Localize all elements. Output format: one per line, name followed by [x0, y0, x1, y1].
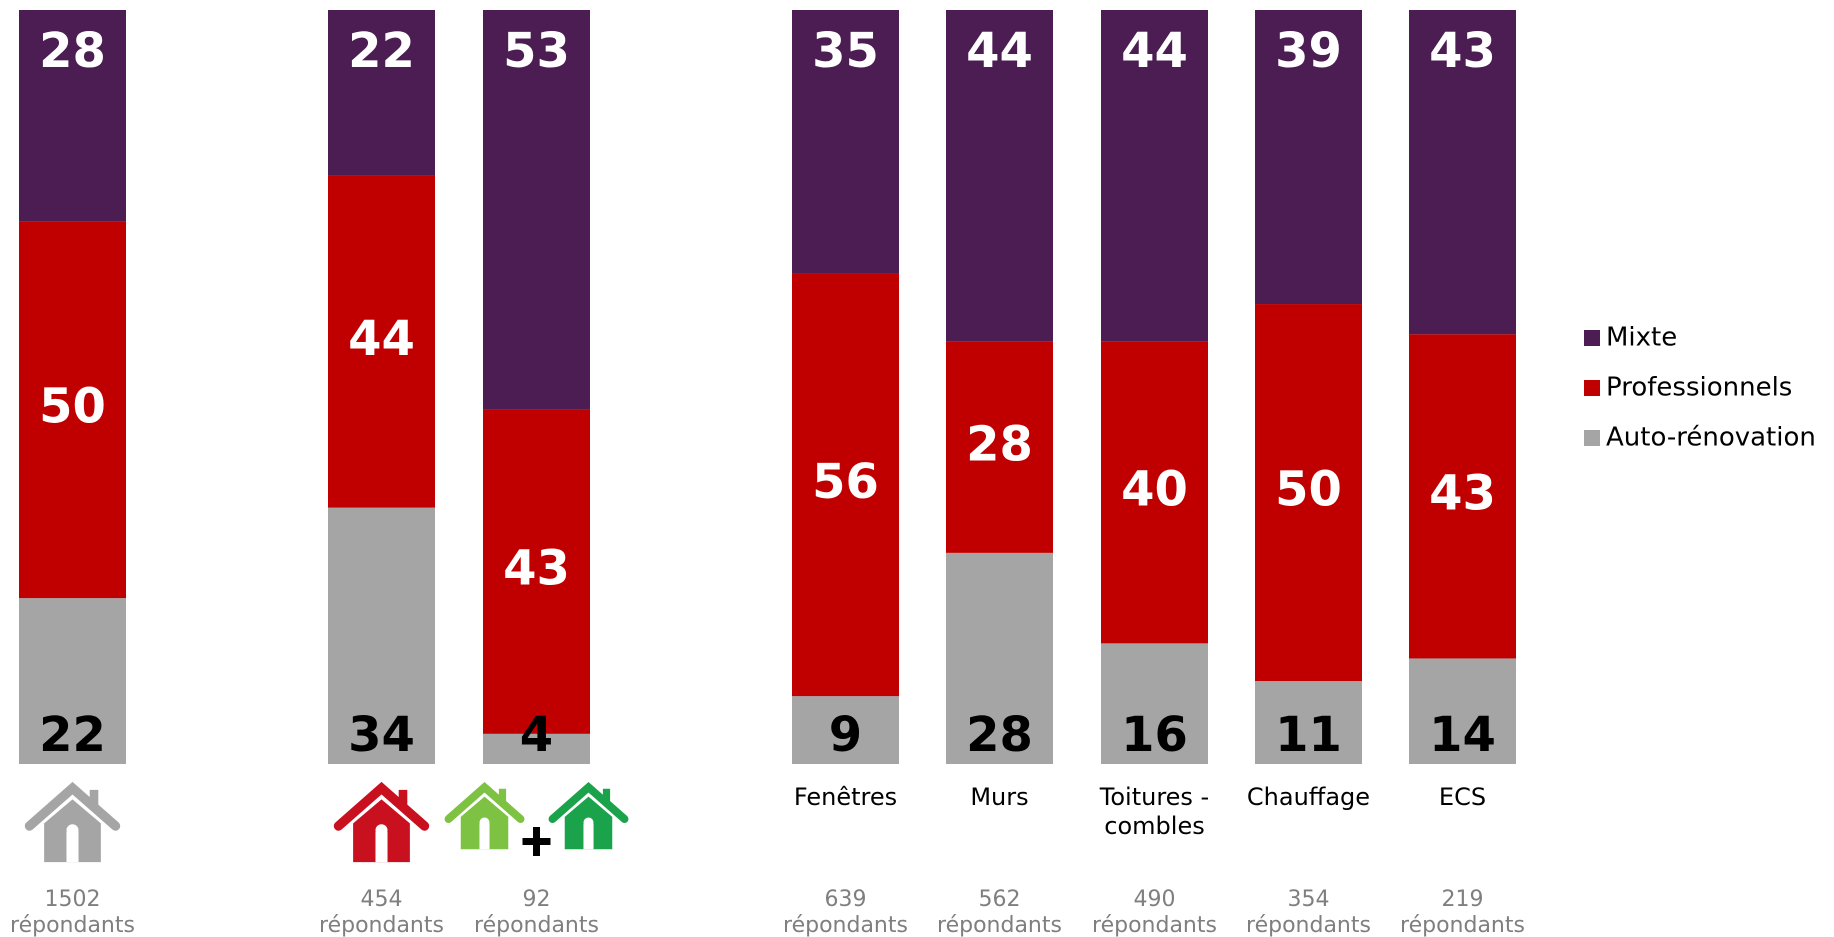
- bar-segment-professionnels-0: [19, 221, 126, 599]
- respondents-word-0: répondants: [10, 913, 135, 937]
- bar-segment-professionnels-2: [483, 409, 590, 734]
- respondents-count-0: 1502: [45, 887, 101, 912]
- category-label-4: Murs: [970, 783, 1028, 811]
- value-label-auto-renovation-7: 14: [1429, 707, 1496, 763]
- value-label-professionnels-3: 56: [812, 454, 879, 510]
- category-label-7: ECS: [1439, 783, 1486, 811]
- value-label-auto-renovation-0: 22: [39, 707, 106, 763]
- category-label-line2-5: combles: [1104, 812, 1204, 840]
- bar-segment-auto-renovation-1: [328, 507, 435, 764]
- value-labels-layer: 22 50 28 34 44 22 4 43 53 9 56 35 28 28 44 16 40 44 11 50 39…: [39, 23, 1496, 763]
- value-label-professionnels-1: 44: [348, 311, 415, 367]
- legend-label-professionnels: Professionnels: [1606, 373, 1792, 403]
- bar-segment-professionnels-5: [1101, 341, 1208, 644]
- bar-segment-mixte-6: [1255, 10, 1362, 305]
- respondents-count-7: 219: [1442, 887, 1484, 912]
- value-label-professionnels-6: 50: [1275, 462, 1342, 518]
- bar-segment-auto-renovation-3: [792, 696, 899, 764]
- value-label-professionnels-2: 43: [503, 541, 570, 597]
- value-label-mixte-7: 43: [1429, 23, 1496, 79]
- legend-label-auto-renovation: Auto-rénovation: [1606, 423, 1816, 453]
- respondents-count-3: 639: [825, 887, 867, 912]
- legend: Mixte Professionnels Auto-rénovation: [1584, 323, 1816, 453]
- respondents-word-3: répondants: [783, 913, 908, 937]
- category-label-5: Toitures -: [1099, 783, 1209, 811]
- value-label-auto-renovation-3: 9: [829, 707, 862, 763]
- bar-segment-auto-renovation-5: [1101, 643, 1208, 764]
- respondents-word-2: répondants: [474, 913, 599, 937]
- legend-swatch-professionnels: [1584, 380, 1600, 396]
- value-label-professionnels-4: 28: [966, 416, 1033, 472]
- bar-segment-auto-renovation-4: [946, 552, 1053, 764]
- bar-segment-professionnels-4: [946, 341, 1053, 553]
- green-house-icon: [548, 782, 629, 850]
- value-label-auto-renovation-4: 28: [966, 707, 1033, 763]
- value-label-mixte-6: 39: [1275, 23, 1342, 79]
- value-label-auto-renovation-1: 34: [348, 707, 415, 763]
- respondents-count-2: 92: [523, 887, 551, 912]
- legend-swatch-auto-renovation: [1584, 430, 1600, 446]
- value-label-mixte-3: 35: [812, 23, 879, 79]
- respondent-labels-layer: 1502répondants454répondants92répondants6…: [10, 887, 1525, 937]
- respondents-word-1: répondants: [319, 913, 444, 937]
- respondents-count-4: 562: [979, 887, 1021, 912]
- bar-segment-mixte-1: [328, 10, 435, 176]
- value-label-professionnels-7: 43: [1429, 465, 1496, 521]
- value-label-mixte-2: 53: [503, 23, 570, 79]
- bar-segment-auto-renovation-0: [19, 598, 126, 764]
- value-label-mixte-1: 22: [348, 23, 415, 79]
- plus-icon: [522, 827, 551, 856]
- category-label-6: Chauffage: [1247, 783, 1370, 811]
- bar-segment-mixte-5: [1101, 10, 1208, 342]
- grey-house-icon: [24, 781, 121, 863]
- bar-segment-professionnels-7: [1409, 334, 1516, 659]
- value-label-mixte-5: 44: [1121, 23, 1188, 79]
- legend-label-mixte: Mixte: [1606, 323, 1677, 353]
- bar-segment-professionnels-1: [328, 175, 435, 508]
- bar-segment-auto-renovation-6: [1255, 681, 1362, 764]
- bar-segment-mixte-2: [483, 10, 590, 410]
- category-labels-layer: Fenêtres Murs Toitures -combles Chauffage EC…: [794, 783, 1486, 840]
- bar-segment-mixte-7: [1409, 10, 1516, 335]
- value-label-auto-renovation-5: 16: [1121, 707, 1188, 763]
- bar-segment-auto-renovation-7: [1409, 658, 1516, 764]
- value-label-mixte-0: 28: [39, 23, 106, 79]
- value-label-mixte-4: 44: [966, 23, 1033, 79]
- value-label-professionnels-0: 50: [39, 379, 106, 435]
- red-house-icon: [333, 781, 430, 863]
- bar-segment-mixte-0: [19, 10, 126, 222]
- respondents-word-4: répondants: [937, 913, 1062, 937]
- bars-layer: [19, 10, 1516, 764]
- respondents-count-5: 490: [1134, 887, 1176, 912]
- respondents-word-5: répondants: [1092, 913, 1217, 937]
- respondents-word-6: répondants: [1246, 913, 1371, 937]
- respondents-count-1: 454: [361, 887, 403, 912]
- value-label-auto-renovation-2: 4: [520, 707, 553, 763]
- respondents-count-6: 354: [1288, 887, 1330, 912]
- icons-layer: [24, 781, 629, 863]
- value-label-professionnels-5: 40: [1121, 462, 1188, 518]
- bar-segment-professionnels-6: [1255, 304, 1362, 682]
- bar-segment-auto-renovation-2: [483, 733, 590, 764]
- legend-swatch-mixte: [1584, 330, 1600, 346]
- value-label-auto-renovation-6: 11: [1275, 707, 1342, 763]
- bar-segment-mixte-4: [946, 10, 1053, 342]
- respondents-word-7: répondants: [1400, 913, 1525, 937]
- bar-segment-professionnels-3: [792, 273, 899, 697]
- bar-segment-mixte-3: [792, 10, 899, 274]
- category-label-3: Fenêtres: [794, 783, 897, 811]
- light-green-house-icon: [444, 782, 525, 850]
